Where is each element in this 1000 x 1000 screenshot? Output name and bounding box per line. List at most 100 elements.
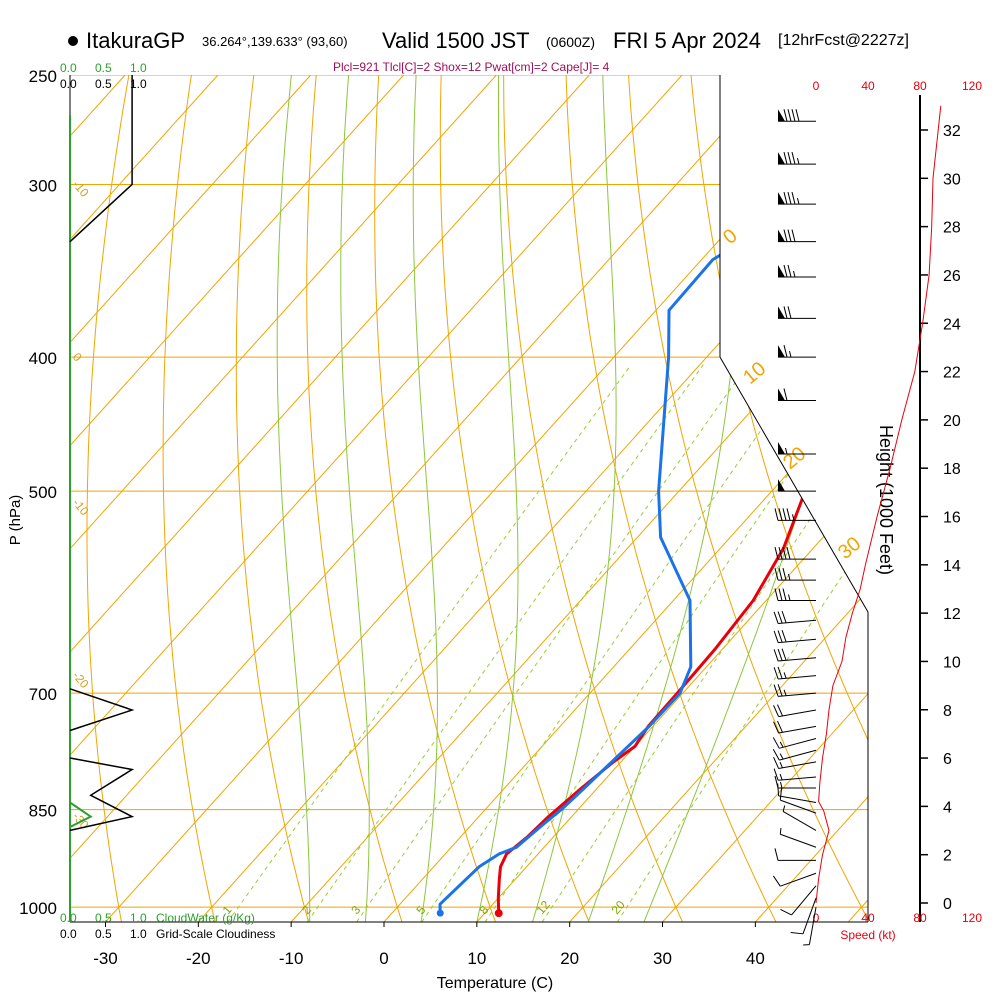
wind-barb-full xyxy=(783,229,788,242)
wind-barb-shaft xyxy=(791,885,817,916)
wind-barb xyxy=(773,768,817,781)
wind-barb xyxy=(780,885,817,916)
isotherm-line xyxy=(383,75,868,922)
cloudiness-axis-title: Grid-Scale Cloudiness xyxy=(156,927,275,941)
wind-barb-shaft xyxy=(802,897,817,934)
height-tick-label: 4 xyxy=(943,799,952,816)
wind-barb xyxy=(772,737,817,749)
station-name: ItakuraGP xyxy=(86,28,186,53)
wind-barb-full xyxy=(783,264,788,278)
dry-adiabat-line xyxy=(938,63,1000,922)
wind-barb-full xyxy=(774,775,779,789)
mixing-ratio-line xyxy=(227,364,632,922)
wind-barb-full xyxy=(773,667,779,680)
height-tick-label: 32 xyxy=(943,123,961,140)
station-coords: 36.264°,139.633° (93,60) xyxy=(202,34,348,49)
wind-barb xyxy=(778,264,816,278)
wind-barb-full xyxy=(790,932,804,935)
wind-barb-full xyxy=(774,568,779,581)
moist-adiabat-line xyxy=(340,75,370,922)
wind-barb-full xyxy=(774,848,779,861)
cloudiness-bottom-tick: 0.0 xyxy=(60,927,77,941)
wind-barb-full xyxy=(780,909,792,916)
wind-barb-full xyxy=(773,684,779,697)
stability-indices: Plcl=921 Tlcl[C]=2 Shox=12 Pwat[cm]=2 Ca… xyxy=(333,60,610,74)
wind-barb-half xyxy=(779,773,783,781)
cloudwater-bottom-tick: 0.0 xyxy=(60,911,77,925)
wind-barb-half xyxy=(783,672,787,679)
wind-barb-half xyxy=(792,514,795,521)
pressure-tick-label: 300 xyxy=(29,176,57,195)
station-marker-icon xyxy=(68,36,78,46)
isotherm-line xyxy=(290,75,868,922)
wind-barb-half xyxy=(782,805,786,812)
wind-barb xyxy=(774,546,816,560)
height-tick-label: 28 xyxy=(943,220,961,237)
wind-barb xyxy=(779,828,817,848)
height-tick-label: 2 xyxy=(943,848,952,865)
dry-adiabat-label: 20 xyxy=(779,443,810,474)
height-axis-title: Height (1000 Feet) xyxy=(876,425,896,575)
wind-barb-shaft xyxy=(780,833,817,848)
wind-barb-full xyxy=(772,749,780,761)
wind-barb-full xyxy=(782,546,787,560)
wind-barb-full xyxy=(778,568,783,581)
isotherm-line xyxy=(70,75,683,922)
wind-barb-full xyxy=(773,611,779,624)
wind-barb-shaft xyxy=(778,619,817,625)
wind-barb-half xyxy=(789,351,792,358)
wind-barb xyxy=(773,630,817,644)
height-tick-label: 14 xyxy=(943,558,961,575)
pressure-tick-label: 500 xyxy=(29,483,57,502)
wind-barb-full xyxy=(778,546,783,560)
mixing-ratio-line xyxy=(356,364,749,922)
wind-barb-half xyxy=(797,157,800,165)
wind-barb-full xyxy=(787,109,792,122)
cloudwater-top-tick: 1.0 xyxy=(130,61,147,75)
wind-barb-shaft xyxy=(779,749,817,761)
wind-barb-shaft xyxy=(780,799,817,814)
wind-barb-half xyxy=(785,447,788,455)
wind-barb-half xyxy=(779,741,784,748)
temperature-tick-label: 20 xyxy=(560,949,579,968)
wind-barb-half xyxy=(793,270,796,278)
wind-barb xyxy=(774,568,816,581)
cloudiness-bottom-tick: 1.0 xyxy=(130,927,147,941)
wind-barb-full xyxy=(781,648,787,661)
wind-barb-full xyxy=(782,508,787,521)
dry-adiabat-line xyxy=(751,75,868,922)
height-tick-label: 20 xyxy=(943,413,961,430)
wind-barb-full xyxy=(778,508,783,521)
wind-barb-full xyxy=(773,768,779,781)
wind-barb-full xyxy=(783,151,788,165)
wind-barb-half xyxy=(783,689,787,696)
wind-speed-bottom-tick: 120 xyxy=(962,911,982,925)
wind-barb-shaft xyxy=(778,692,817,697)
height-tick-label: 30 xyxy=(943,171,961,188)
wind-barb-shaft xyxy=(782,811,817,831)
wind-speed-top-tick: 120 xyxy=(962,79,982,93)
wind-speed-bottom-tick: 80 xyxy=(913,911,927,925)
wind-barb xyxy=(773,666,817,680)
wind-barb-flag xyxy=(778,152,785,165)
height-tick-label: 18 xyxy=(943,461,961,478)
wind-barb xyxy=(790,897,817,935)
height-tick-label: 16 xyxy=(943,510,961,527)
dry-adiabat-line xyxy=(813,75,868,922)
temperature-tick-label: -30 xyxy=(93,949,118,968)
cloudiness-profile-line xyxy=(69,688,135,732)
cloudiness-top-tick: 0.0 xyxy=(60,77,77,91)
wind-barb-full xyxy=(777,648,783,661)
cloudiness-profile-line xyxy=(69,75,133,243)
isotherm-line xyxy=(70,75,219,922)
surface-dewpoint-point xyxy=(436,909,444,917)
height-tick-label: 6 xyxy=(943,751,952,768)
wind-barb-full xyxy=(774,546,779,560)
temperature-tick-label: 0 xyxy=(379,949,388,968)
isotherm-line xyxy=(847,75,868,922)
wind-barb xyxy=(773,684,817,697)
wind-barb-shaft xyxy=(778,795,817,804)
wind-barb-flag xyxy=(778,388,785,401)
wind-barb-full xyxy=(791,151,796,165)
height-tick-label: 26 xyxy=(943,268,961,285)
